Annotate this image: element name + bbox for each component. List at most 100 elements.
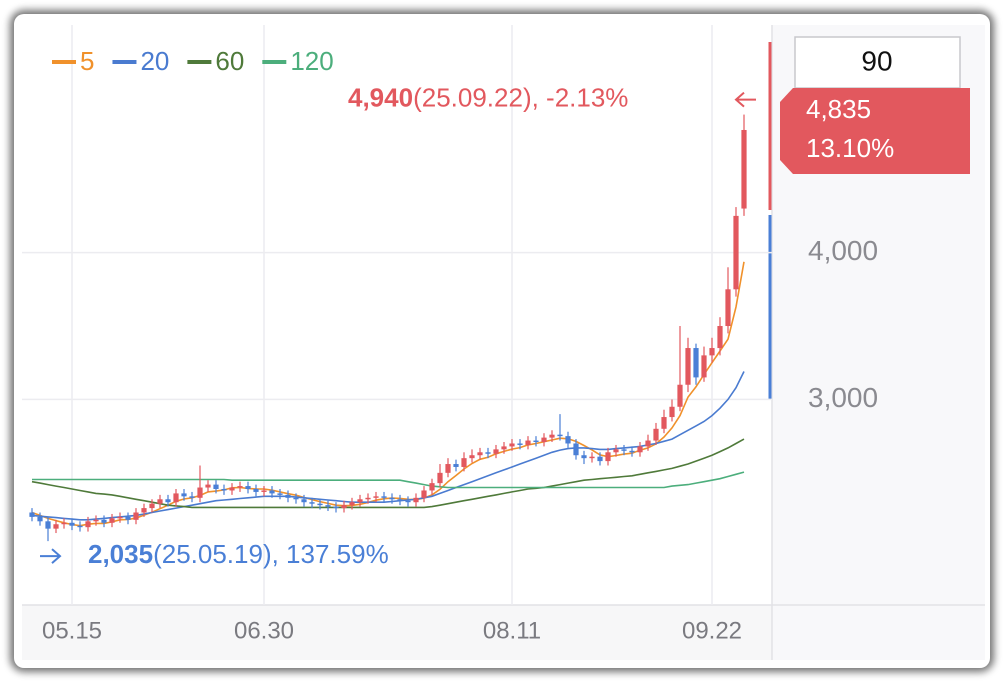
candle-body	[621, 449, 627, 451]
candle-body	[325, 505, 331, 507]
candle-body	[605, 452, 611, 462]
candle-body	[645, 440, 651, 447]
candle-body	[221, 489, 227, 491]
candle-body	[397, 499, 403, 501]
grid-layer	[22, 25, 772, 605]
high-marker-text: 4,940(25.09.22), -2.13%	[348, 82, 628, 112]
candle-body	[173, 493, 179, 503]
candle-body	[637, 446, 643, 453]
candle-body	[69, 522, 75, 526]
candle-body	[469, 455, 475, 459]
candle-body	[45, 521, 51, 529]
y-tick-label: 4,000	[808, 235, 878, 266]
candle-body	[405, 500, 411, 503]
candle-body	[445, 464, 451, 473]
candle-body	[125, 516, 131, 520]
candle-body	[205, 484, 211, 488]
candle-body	[317, 503, 323, 506]
candle-body	[701, 355, 707, 378]
candle-body	[653, 428, 659, 441]
candle-body	[245, 486, 251, 489]
date-axis-panel	[22, 605, 772, 660]
candle-body	[53, 524, 59, 529]
candle-body	[133, 512, 139, 520]
high-marker-detail: (25.09.22), -2.13%	[413, 82, 628, 112]
candle-body	[189, 496, 195, 498]
legend-label: 20	[140, 46, 169, 76]
candle-body	[61, 522, 67, 525]
candle-body	[581, 455, 587, 459]
candle-body	[589, 456, 595, 459]
candle-body	[157, 499, 163, 504]
last-price-value: 4,835	[806, 94, 871, 124]
candle-body	[165, 499, 171, 503]
candle-body	[381, 496, 387, 498]
candle-body	[557, 434, 563, 437]
candle-body	[509, 443, 515, 447]
candle-body	[349, 502, 355, 506]
candle-body	[197, 487, 203, 498]
candle-body	[141, 508, 147, 513]
x-tick-label: 09.22	[682, 617, 742, 644]
candle-body	[149, 503, 155, 509]
candle-body	[93, 519, 99, 522]
legend-label: 5	[80, 46, 94, 76]
candle-body	[461, 458, 467, 467]
period-value: 90	[861, 45, 892, 76]
low-marker-arrow	[40, 548, 62, 564]
candle-body	[37, 516, 43, 522]
candle-body	[549, 434, 555, 438]
candle-body	[277, 493, 283, 495]
x-tick-label: 05.15	[42, 617, 102, 644]
candle-body	[541, 437, 547, 443]
candle-body	[293, 497, 299, 500]
candle-layer	[29, 114, 747, 542]
y-tick-label: 3,000	[808, 382, 878, 413]
candle-body	[453, 464, 459, 467]
candle-body	[389, 497, 395, 500]
candle-body	[477, 452, 483, 456]
candle-body	[117, 516, 123, 519]
high-marker-value: 4,940	[348, 82, 413, 112]
candle-body	[229, 487, 235, 491]
candle-body	[237, 486, 243, 488]
low-marker-value: 2,035	[88, 539, 153, 569]
ma-line	[31, 438, 745, 509]
candle-body	[597, 456, 603, 462]
candle-body	[733, 215, 739, 290]
high-marker-arrow	[734, 91, 756, 108]
candle-body	[685, 348, 691, 385]
candle-body	[213, 484, 219, 489]
candle-body	[285, 494, 291, 498]
candle-body	[77, 525, 83, 528]
candle-body	[429, 483, 435, 491]
ma-line	[32, 471, 745, 489]
candle-body	[261, 490, 267, 492]
candle-body	[709, 348, 715, 356]
candle-body	[29, 512, 35, 517]
plot-area	[22, 25, 772, 605]
candle-body	[437, 472, 443, 484]
ma-layer	[31, 261, 745, 527]
low-marker-text: 2,035(25.05.19), 137.59%	[88, 539, 389, 569]
candle-body	[413, 497, 419, 503]
candle-body	[533, 440, 539, 443]
legend-label: 60	[215, 46, 244, 76]
candle-body	[301, 499, 307, 503]
candle-body	[613, 449, 619, 453]
candle-body	[717, 326, 723, 349]
candle-body	[373, 496, 379, 498]
candle-body	[565, 436, 571, 444]
candle-body	[333, 506, 339, 509]
candle-body	[669, 406, 675, 418]
candle-body	[525, 440, 531, 445]
ma-line	[31, 371, 745, 521]
candle-body	[677, 384, 683, 407]
candle-body	[365, 497, 371, 500]
candle-body	[693, 348, 699, 378]
last-price-box	[780, 87, 970, 174]
candle-body	[501, 446, 507, 450]
candle-body	[493, 449, 499, 454]
